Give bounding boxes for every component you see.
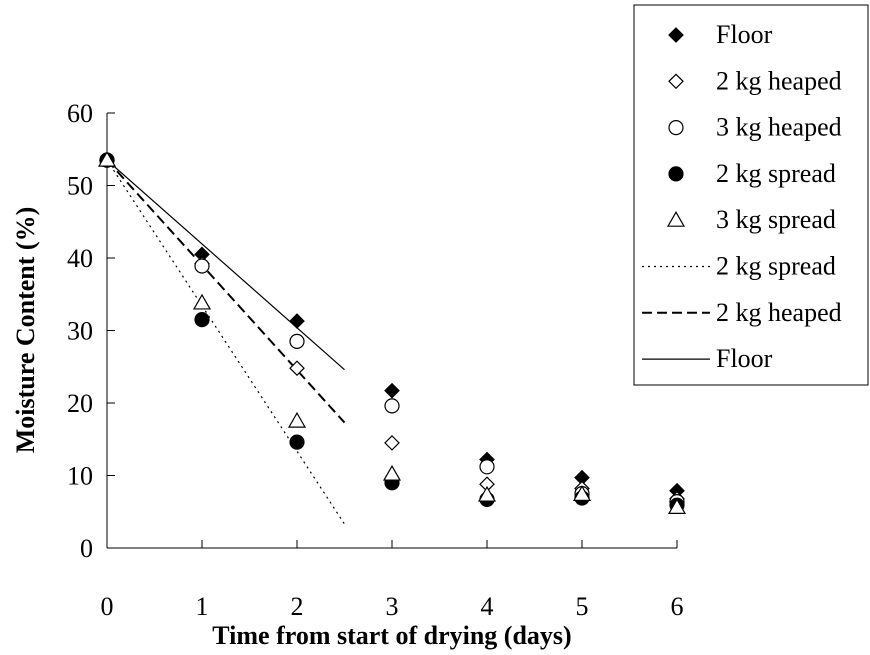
data-point-circle-open <box>194 258 210 274</box>
trend-line-dotted <box>106 159 346 525</box>
y-tick-label: 30 <box>67 317 93 346</box>
x-tick-label: 6 <box>671 592 684 621</box>
y-tick-label: 10 <box>67 462 93 491</box>
data-point-triangle-open <box>287 411 307 428</box>
trend-line-dashed <box>106 159 346 424</box>
data-point-circle-open <box>384 398 400 414</box>
legend-marker-triangle-open <box>666 210 686 227</box>
data-point-diamond-filled <box>289 313 305 329</box>
y-tick-label: 50 <box>67 172 93 201</box>
data-point-circle-open <box>479 459 495 475</box>
legend-label: 2 kg spread <box>716 159 836 188</box>
legend-label: Floor <box>716 344 773 373</box>
legend-box <box>633 4 869 386</box>
data-point-circle-open <box>289 333 305 349</box>
data-point-diamond-open <box>289 360 305 377</box>
ticks: 0 10 20 30 40 50 60 0 1 2 3 4 5 6 <box>67 99 684 621</box>
x-tick-label: 5 <box>576 592 589 621</box>
legend-marker-diamond-filled <box>668 27 684 43</box>
legend-marker-diamond-open <box>668 73 684 90</box>
data-point-triangle-open <box>97 150 117 167</box>
x-tick-label: 1 <box>196 592 209 621</box>
y-axis-title: Moisture Content (%) <box>11 207 40 453</box>
data-point-triangle-open <box>192 293 212 310</box>
trend-lines <box>106 159 346 525</box>
x-tick-label: 0 <box>101 592 114 621</box>
x-axis-title: Time from start of drying (days) <box>212 621 571 650</box>
data-point-triangle-open <box>572 485 592 501</box>
y-tick-label: 0 <box>80 534 93 563</box>
legend-marker-circle-open <box>668 119 684 136</box>
legend: Floor 2 kg heaped 3 kg heaped 2 kg spread 3 … <box>633 4 869 386</box>
y-tick-label: 60 <box>67 99 93 128</box>
data-points <box>97 150 687 515</box>
legend-label: 2 kg heaped <box>716 298 842 327</box>
x-tick-label: 4 <box>481 592 494 621</box>
data-point-circle-filled <box>194 312 210 328</box>
trend-line-solid <box>106 159 345 371</box>
x-tick-label: 2 <box>291 592 304 621</box>
data-point-triangle-open <box>477 485 497 502</box>
y-tick-label: 20 <box>67 389 93 418</box>
x-tick-label: 3 <box>386 592 399 621</box>
data-point-triangle-open <box>382 464 402 481</box>
legend-label: 3 kg heaped <box>716 113 842 142</box>
legend-label: Floor <box>716 20 773 49</box>
data-point-circle-filled <box>289 434 305 450</box>
data-point-diamond-open <box>384 435 400 451</box>
legend-label: 2 kg heaped <box>716 66 842 95</box>
y-tick-label: 40 <box>67 244 93 273</box>
legend-label: 3 kg spread <box>716 205 836 234</box>
data-point-diamond-filled <box>384 382 400 399</box>
data-point-triangle-open <box>667 498 687 515</box>
legend-marker-circle-filled <box>668 166 684 182</box>
legend-label: 2 kg spread <box>716 252 836 281</box>
